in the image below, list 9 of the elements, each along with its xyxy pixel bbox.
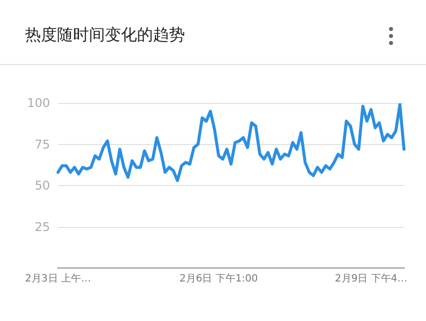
chart-title: 热度随时间变化的趋势: [25, 25, 185, 46]
x-tick-label: 2月9日 下午4…: [334, 272, 408, 284]
y-tick-label: 25: [34, 220, 50, 234]
x-tick-label: 2月6日 下午1:00: [179, 272, 258, 284]
line-series: [56, 103, 406, 182]
y-tick-label: 100: [27, 96, 50, 110]
y-tick-label: 50: [34, 178, 50, 192]
x-tick-label: 2月3日 上午…: [25, 272, 91, 284]
y-tick-label: 75: [34, 137, 50, 152]
